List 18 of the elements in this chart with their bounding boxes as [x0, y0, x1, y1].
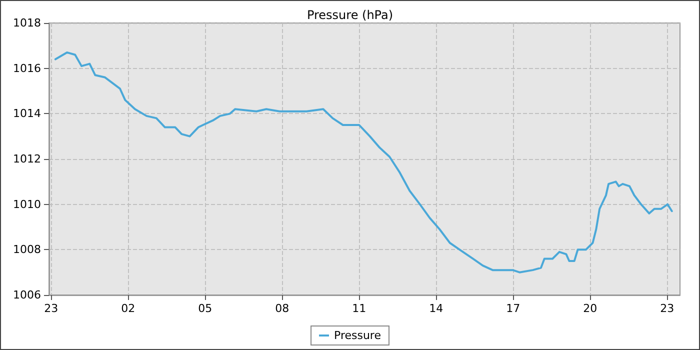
x-tick-label: 11	[352, 302, 366, 315]
y-tick-label: 1008	[13, 243, 41, 256]
y-tick-label: 1014	[13, 107, 41, 120]
x-tick-label: 20	[583, 302, 598, 315]
legend-label: Pressure	[334, 329, 382, 342]
y-tick-label: 1010	[13, 198, 41, 211]
x-tick-label: 23	[44, 302, 58, 315]
chart-title: Pressure (hPa)	[306, 8, 394, 22]
x-tick-label: 05	[198, 302, 212, 315]
x-tick-label: 17	[506, 302, 520, 315]
y-tick-label: 1006	[13, 288, 41, 302]
y-tick-label: 1012	[13, 152, 41, 166]
x-tick-label: 02	[121, 302, 136, 315]
y-tick-label: 1016	[13, 62, 41, 75]
x-tick-label: 08	[275, 302, 290, 315]
x-tick-label: 23	[660, 302, 674, 315]
x-tick-label: 14	[429, 302, 444, 315]
y-tick-label: 1018	[13, 16, 41, 30]
